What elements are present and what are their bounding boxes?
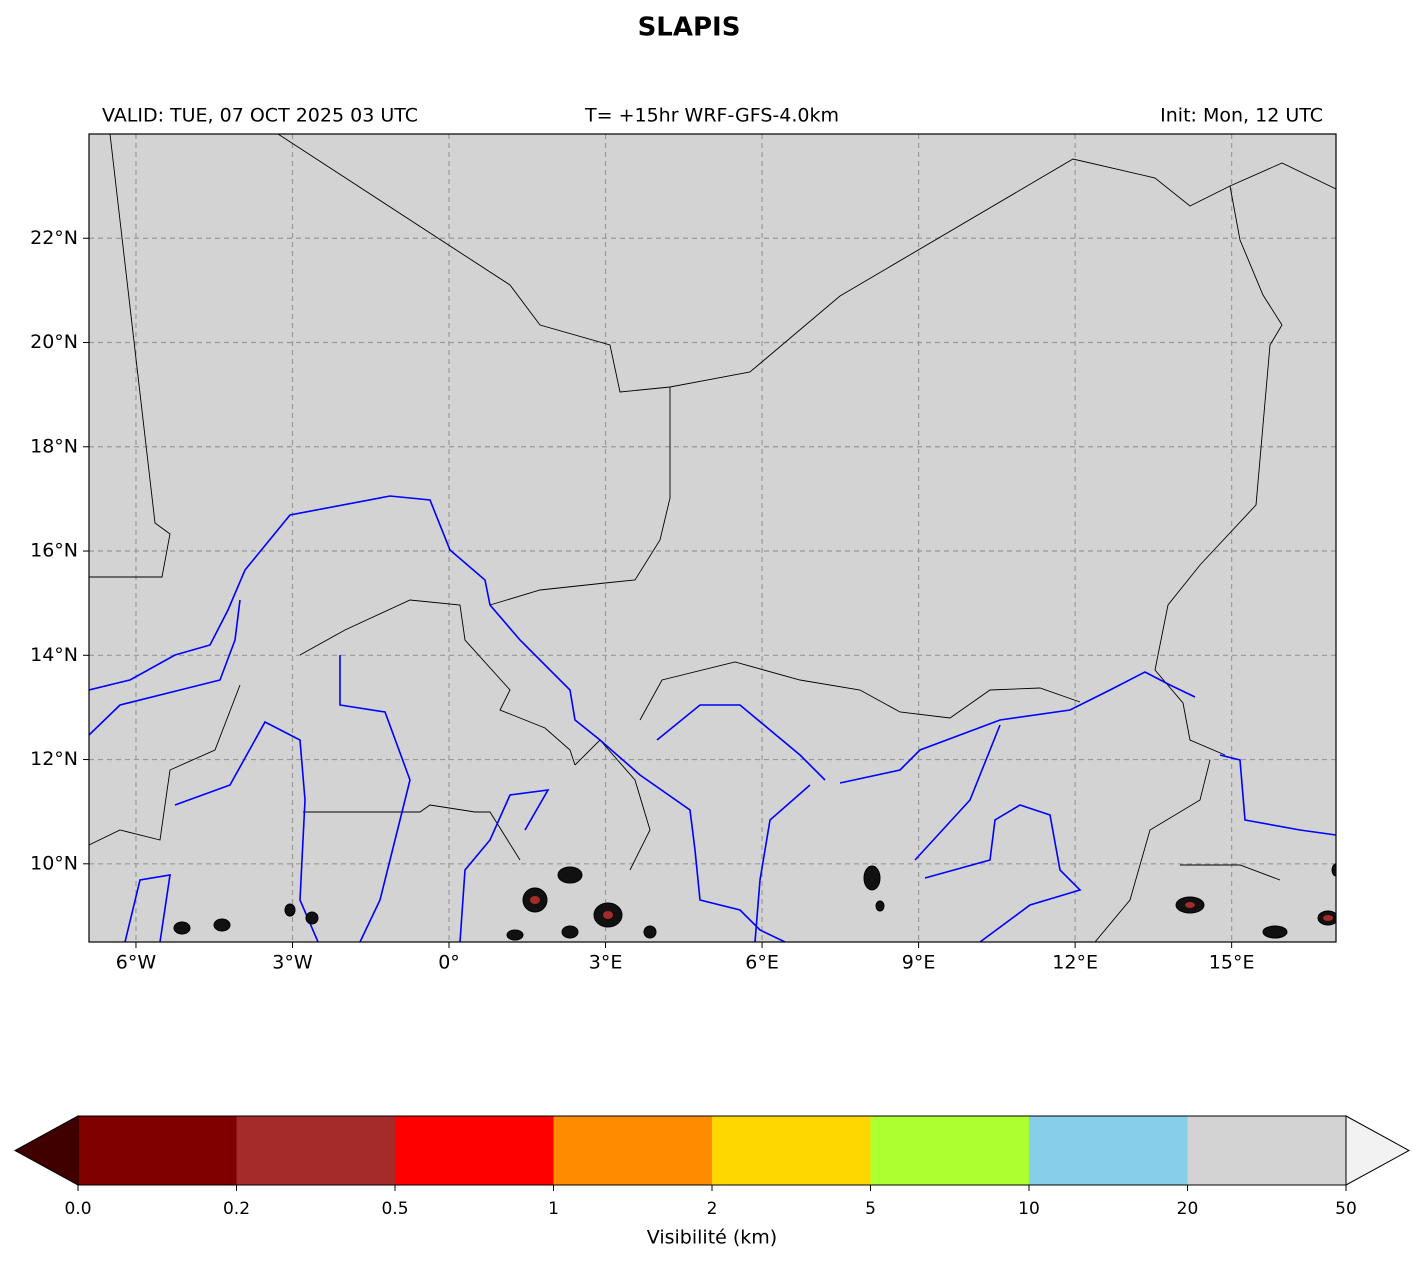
x-tick-label: 6°W	[116, 952, 157, 974]
x-tick-label: 6°E	[745, 952, 779, 974]
run-label: T= +15hr WRF-GFS-4.0km	[584, 105, 839, 127]
y-tick-label: 16°N	[30, 540, 78, 562]
y-tick-label: 18°N	[30, 435, 78, 457]
fog-cells	[173, 863, 1336, 941]
colorbar-segment	[1029, 1116, 1188, 1185]
x-tick-label: 15°E	[1209, 952, 1255, 974]
colorbar-tick-label: 0.0	[64, 1199, 91, 1219]
colorbar-segment	[553, 1116, 713, 1185]
y-tick-label: 12°N	[30, 748, 78, 770]
y-tick-label: 14°N	[30, 644, 78, 666]
colorbar-tick-label: 2	[707, 1199, 718, 1219]
colorbar-over	[1345, 1115, 1411, 1186]
y-tick-label: 22°N	[30, 227, 78, 249]
title: SLAPIS	[638, 13, 741, 43]
x-tick-label: 12°E	[1052, 952, 1098, 974]
colorbar-segment	[870, 1116, 1030, 1185]
colorbar-tick-label: 0.5	[381, 1199, 408, 1219]
x-tick-label: 3°E	[589, 952, 623, 974]
x-tick-label: 9°E	[902, 952, 936, 974]
colorbar-tick-label: 1	[548, 1199, 559, 1219]
map-area	[89, 134, 1336, 942]
colorbar-tick-label: 20	[1177, 1199, 1199, 1219]
x-tick-label: 3°W	[272, 952, 313, 974]
colorbar-segment	[712, 1116, 871, 1185]
map-layers	[89, 134, 1336, 942]
colorbar-segment	[236, 1116, 396, 1185]
valid-label: VALID: TUE, 07 OCT 2025 03 UTC	[102, 105, 418, 127]
rivers	[89, 495, 1336, 942]
colorbar-tick-label: 10	[1018, 1199, 1040, 1219]
colorbar-label: Visibilité (km)	[647, 1227, 777, 1249]
x-tick-label: 0°	[438, 952, 460, 974]
colorbar-segment	[78, 1116, 237, 1185]
grid	[89, 134, 1336, 942]
colorbar-tick-label: 50	[1335, 1199, 1357, 1219]
colorbar-tick-label: 0.2	[223, 1199, 250, 1219]
colorbar-tick-label: 5	[865, 1199, 876, 1219]
init-label: Init: Mon, 12 UTC	[1160, 105, 1323, 127]
colorbar-segment	[1187, 1116, 1347, 1185]
colorbar: 0.0 0.2 0.5 1 2 5 10 20 50	[13, 1115, 1411, 1219]
map-frame	[88, 133, 1337, 943]
colorbar-segment	[395, 1116, 554, 1185]
borders	[89, 134, 1336, 942]
colorbar-under	[13, 1115, 79, 1186]
y-tick-label: 10°N	[30, 852, 78, 874]
y-tick-label: 20°N	[30, 331, 78, 353]
